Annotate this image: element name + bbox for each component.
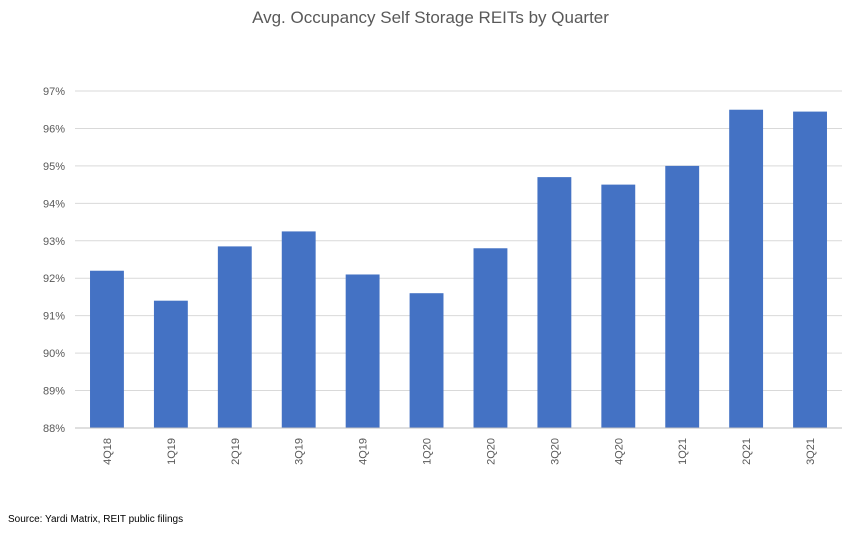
y-tick-label: 95%: [43, 161, 65, 173]
y-tick-label: 97%: [43, 86, 65, 98]
x-tick-label: 4Q20: [613, 438, 625, 465]
y-tick-label: 90%: [43, 348, 65, 360]
x-tick-label: 1Q19: [166, 438, 178, 465]
bar-4q19: [345, 274, 380, 428]
y-tick-label: 89%: [43, 386, 65, 398]
y-tick-label: 93%: [43, 236, 65, 248]
bar-1q21: [665, 165, 700, 428]
x-tick-label: 2Q19: [230, 438, 242, 465]
source-note: Source: Yardi Matrix, REIT public filing…: [8, 514, 184, 525]
x-tick-label: 1Q20: [422, 438, 434, 465]
x-tick-label: 2Q20: [485, 438, 497, 465]
x-tick-label: 3Q21: [805, 438, 817, 465]
x-tick-label: 2Q21: [741, 438, 753, 465]
chart-title: Avg. Occupancy Self Storage REITs by Qua…: [252, 8, 609, 27]
bar-3q19: [281, 231, 316, 428]
gridlines: [75, 90, 842, 429]
x-tick-label: 4Q18: [102, 438, 114, 465]
bar-1q19: [153, 300, 188, 428]
bar-2q21: [729, 109, 764, 428]
bar-3q21: [793, 111, 827, 428]
bars: [90, 109, 827, 428]
x-tick-label: 3Q20: [549, 438, 561, 465]
x-axis-ticks: 4Q18 1Q19 2Q19 3Q19 4Q19 1Q20 2Q20 3Q20 4Q20 1Q21…: [102, 438, 817, 465]
x-tick-label: 3Q19: [294, 438, 306, 465]
x-tick-label: 4Q19: [358, 438, 370, 465]
bar-1q20: [409, 293, 444, 428]
y-tick-label: 94%: [43, 198, 65, 210]
bar-4q18: [90, 270, 124, 428]
bar-4q20: [601, 184, 636, 428]
y-tick-label: 96%: [43, 123, 65, 135]
y-axis-ticks: 88% 89% 90% 91% 92% 93% 94% 95% 96% 97%: [43, 86, 65, 435]
bar-2q19: [217, 246, 252, 428]
bar-3q20: [537, 177, 572, 428]
bar-2q20: [473, 248, 508, 428]
y-tick-label: 91%: [43, 311, 65, 323]
x-tick-label: 1Q21: [677, 438, 689, 465]
y-tick-label: 88%: [43, 423, 65, 435]
y-tick-label: 92%: [43, 273, 65, 285]
